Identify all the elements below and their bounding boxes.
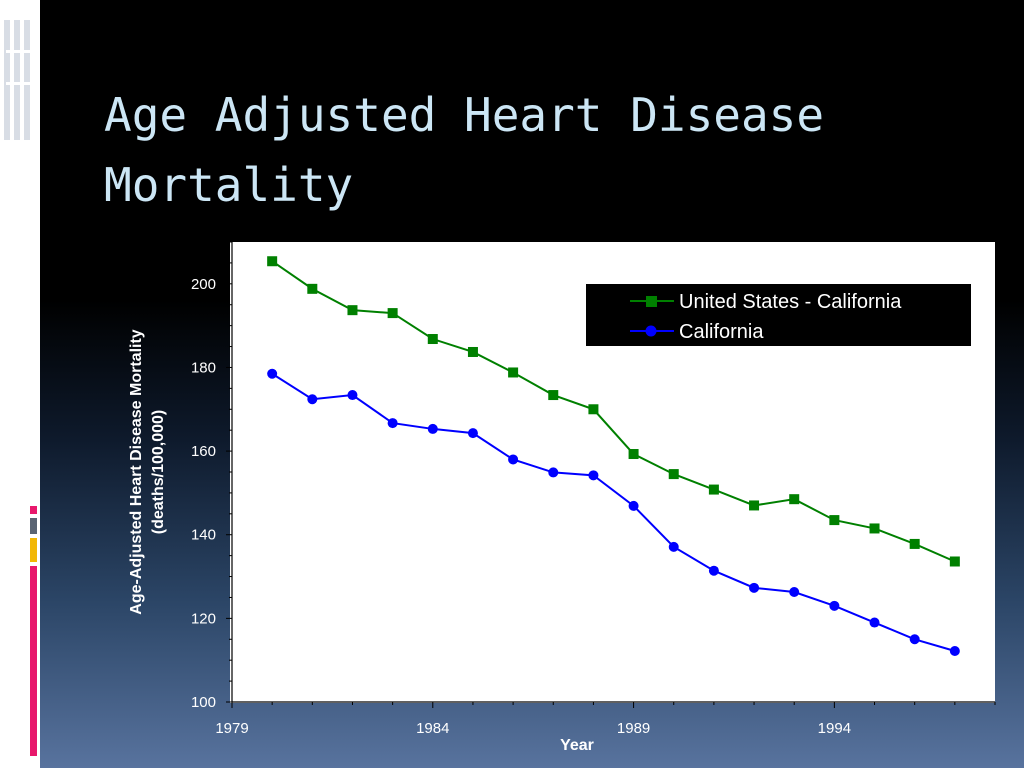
data-point-california (267, 368, 278, 379)
data-point-united-states-california (307, 283, 318, 294)
accent-bar-pink-long (30, 566, 37, 756)
data-point-california (869, 617, 880, 628)
data-point-california (347, 390, 358, 401)
data-point-united-states-california (588, 404, 599, 415)
series-line-united-states-california (271, 260, 956, 563)
data-point-united-states-california (628, 449, 639, 460)
y-tick-label: 120 (191, 610, 216, 627)
data-point-california (829, 600, 840, 611)
data-point-united-states-california (708, 484, 719, 495)
y-tick-label: 180 (191, 359, 216, 376)
data-point-california (467, 428, 478, 439)
accent-bar-pink-top (30, 506, 37, 514)
data-point-california (588, 470, 599, 481)
y-tick-label: 200 (191, 276, 216, 293)
corner-decoration-icon (4, 20, 36, 140)
data-point-united-states-california (949, 556, 960, 567)
data-point-united-states-california (267, 256, 278, 267)
data-point-california (909, 634, 920, 645)
data-point-california (708, 565, 719, 576)
data-point-california (668, 541, 679, 552)
data-point-california (307, 394, 318, 405)
data-point-united-states-california (508, 367, 519, 378)
data-point-united-states-california (749, 500, 760, 511)
legend-circle-marker-icon (630, 325, 674, 337)
data-point-united-states-california (829, 515, 840, 526)
legend-square-marker-icon (630, 296, 674, 307)
slide-title: Age Adjusted Heart Disease Mortality (104, 88, 825, 212)
legend-entry-united-states-california: United States - California (586, 287, 971, 317)
data-point-united-states-california (467, 346, 478, 357)
y-axis-title-line1: Age-Adjusted Heart Disease Mortality (128, 329, 145, 615)
data-point-united-states-california (427, 334, 438, 345)
data-point-united-states-california (789, 494, 800, 505)
data-point-california (949, 645, 960, 656)
accent-bar-gold (30, 538, 37, 562)
data-point-california (508, 454, 519, 465)
x-tick-label: 1994 (818, 720, 851, 737)
data-point-california (548, 467, 559, 478)
data-point-united-states-california (909, 538, 920, 549)
data-point-united-states-california (347, 305, 358, 316)
data-point-california (628, 500, 639, 511)
data-point-california (749, 582, 760, 593)
chart-legend: United States - California California (586, 284, 971, 346)
legend-entry-california: California (586, 317, 971, 347)
accent-bar-gray (30, 518, 37, 534)
legend-label: United States - California (679, 291, 902, 313)
x-axis-title: Year (560, 737, 594, 754)
data-point-california (387, 418, 398, 429)
y-tick-label: 160 (191, 443, 216, 460)
y-tick-label: 140 (191, 527, 216, 544)
legend-label: California (679, 321, 764, 343)
data-point-california (789, 587, 800, 598)
x-tick-label: 1979 (215, 720, 248, 737)
y-tick-label: 100 (191, 694, 216, 711)
series-line-california (271, 372, 956, 652)
data-point-california (427, 423, 438, 434)
y-axis-title-line2: (deaths/100,000) (150, 410, 167, 535)
data-point-united-states-california (387, 308, 398, 319)
x-tick-label: 1989 (617, 720, 650, 737)
data-point-united-states-california (668, 469, 679, 480)
x-tick-label: 1984 (416, 720, 449, 737)
data-point-united-states-california (548, 390, 559, 401)
data-point-united-states-california (869, 523, 880, 534)
